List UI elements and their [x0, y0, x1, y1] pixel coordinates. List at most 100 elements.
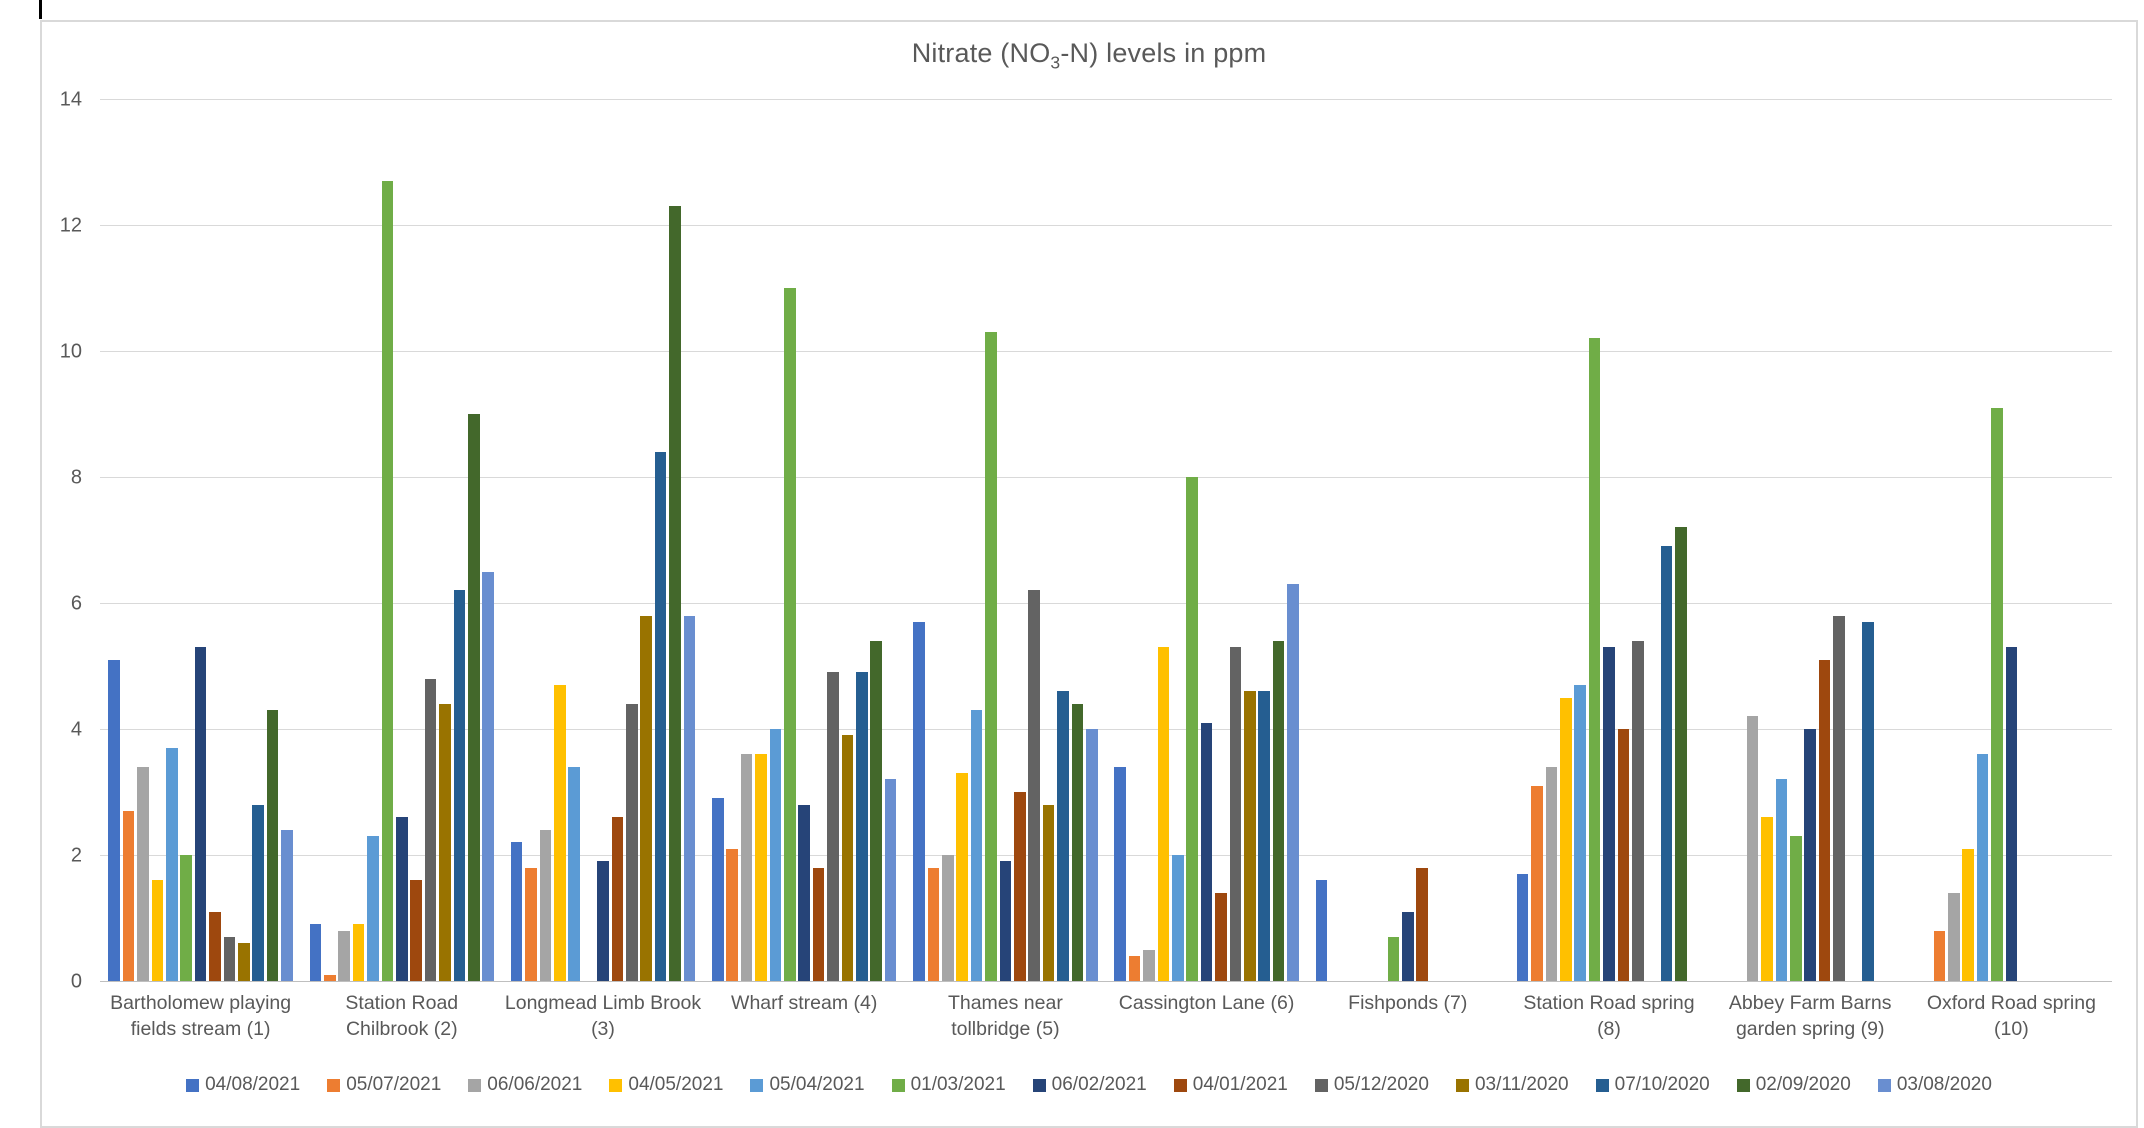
legend-item[interactable]: 04/01/2021 [1173, 1074, 1288, 1096]
bar[interactable] [1833, 615, 1845, 981]
bar[interactable] [352, 924, 365, 981]
bar[interactable] [568, 766, 580, 981]
bar[interactable] [913, 621, 925, 981]
bar[interactable] [324, 974, 336, 981]
bar[interactable] [122, 810, 135, 981]
bar[interactable] [194, 647, 207, 981]
bar[interactable] [611, 817, 624, 981]
legend-item[interactable]: 02/09/2020 [1736, 1074, 1851, 1096]
legend-item[interactable]: 03/11/2020 [1455, 1074, 1569, 1096]
bar[interactable] [1402, 911, 1414, 981]
bar[interactable] [1962, 848, 1974, 981]
bar[interactable] [985, 332, 997, 981]
bar[interactable] [1042, 804, 1055, 981]
bar[interactable] [439, 703, 451, 981]
bar[interactable] [1416, 867, 1428, 981]
bar[interactable] [1157, 647, 1170, 981]
bar[interactable] [769, 729, 782, 981]
bar[interactable] [180, 855, 192, 981]
bar[interactable] [1315, 880, 1328, 981]
bar[interactable] [856, 672, 868, 981]
bar[interactable] [1244, 691, 1256, 981]
bar[interactable] [1071, 703, 1084, 981]
bar[interactable] [1287, 584, 1299, 981]
bar[interactable] [424, 678, 437, 981]
bar[interactable] [626, 703, 638, 981]
legend-item[interactable]: 06/06/2021 [468, 1074, 582, 1096]
bar[interactable] [740, 754, 753, 981]
bar[interactable] [669, 206, 681, 981]
legend-item[interactable]: 05/07/2021 [327, 1074, 441, 1096]
bar[interactable] [712, 798, 724, 981]
bar[interactable] [597, 861, 609, 981]
bar[interactable] [1014, 792, 1026, 981]
bar[interactable] [1200, 722, 1213, 981]
bar[interactable] [2005, 647, 2018, 981]
bar[interactable] [525, 867, 537, 981]
bar[interactable] [1143, 949, 1155, 981]
bar[interactable] [539, 829, 552, 981]
bar[interactable] [1172, 855, 1184, 981]
legend-item[interactable]: 07/10/2020 [1595, 1074, 1710, 1096]
bar[interactable] [1948, 892, 1960, 981]
bar[interactable] [309, 924, 322, 981]
bar[interactable] [654, 451, 667, 981]
bar[interactable] [956, 773, 968, 981]
bar[interactable] [1775, 779, 1788, 981]
bar[interactable] [1588, 338, 1601, 981]
legend-item[interactable]: 03/08/2020 [1877, 1074, 1992, 1096]
bar[interactable] [1387, 936, 1400, 981]
bar[interactable] [510, 842, 523, 981]
bar[interactable] [726, 848, 738, 981]
bar[interactable] [841, 735, 854, 981]
bar[interactable] [1114, 766, 1126, 981]
bar[interactable] [1057, 691, 1069, 981]
bar[interactable] [942, 855, 954, 981]
bar[interactable] [367, 836, 379, 981]
bar[interactable] [1516, 873, 1529, 981]
bar[interactable] [554, 684, 566, 981]
bar[interactable] [970, 710, 983, 981]
bar[interactable] [338, 930, 350, 981]
bar[interactable] [784, 288, 796, 981]
bar[interactable] [1545, 766, 1558, 981]
bar[interactable] [468, 414, 480, 981]
bar[interactable] [1258, 691, 1270, 981]
bar[interactable] [1761, 817, 1773, 981]
bar[interactable] [1272, 640, 1285, 981]
bar[interactable] [1229, 647, 1242, 981]
bar[interactable] [1976, 754, 1989, 981]
bar[interactable] [1933, 930, 1946, 981]
bar[interactable] [1675, 527, 1687, 981]
bar[interactable] [1991, 407, 2003, 981]
bar[interactable] [1632, 640, 1644, 981]
bar[interactable] [266, 710, 279, 981]
legend-item[interactable]: 05/04/2021 [750, 1074, 865, 1096]
bar[interactable] [884, 779, 897, 981]
bar[interactable] [1660, 546, 1673, 981]
bar[interactable] [1804, 729, 1816, 981]
legend-item[interactable]: 01/03/2021 [891, 1074, 1006, 1096]
bar[interactable] [209, 911, 221, 981]
legend-item[interactable]: 05/12/2020 [1314, 1074, 1429, 1096]
bar[interactable] [999, 861, 1012, 981]
bar[interactable] [410, 880, 422, 981]
bar[interactable] [252, 804, 264, 981]
bar[interactable] [1128, 955, 1141, 981]
bar[interactable] [1790, 836, 1802, 981]
bar[interactable] [1617, 729, 1630, 981]
bar[interactable] [1215, 892, 1227, 981]
bar[interactable] [396, 817, 408, 981]
bar[interactable] [1560, 697, 1572, 981]
legend-item[interactable]: 04/05/2021 [609, 1074, 723, 1096]
bar[interactable] [238, 943, 250, 981]
bar[interactable] [927, 867, 940, 981]
bar[interactable] [281, 829, 293, 981]
bar[interactable] [1818, 659, 1831, 981]
bar[interactable] [812, 867, 825, 981]
bar[interactable] [1086, 729, 1098, 981]
legend-item[interactable]: 04/08/2021 [186, 1074, 300, 1096]
bar[interactable] [870, 640, 882, 981]
bar[interactable] [223, 936, 236, 981]
bar[interactable] [827, 672, 839, 981]
